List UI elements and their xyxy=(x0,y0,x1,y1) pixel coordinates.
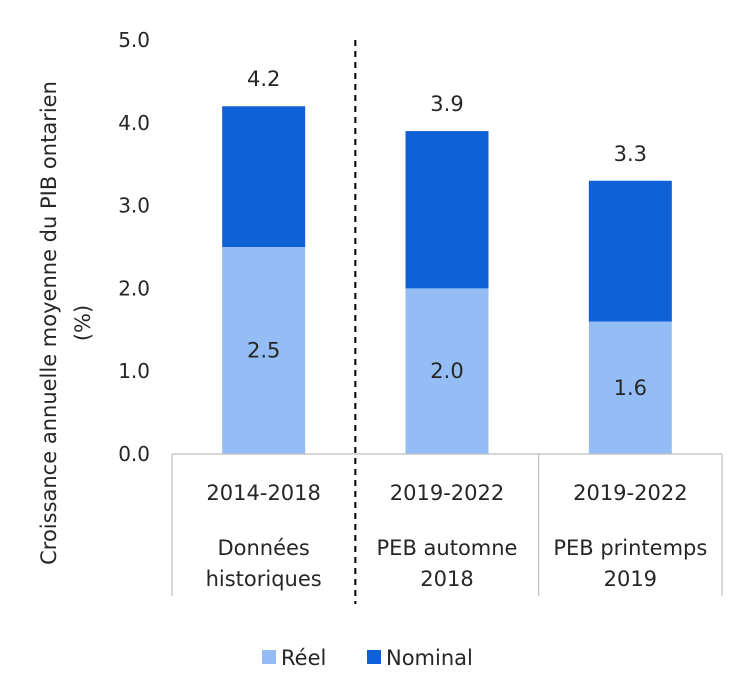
y-tick-label: 1.0 xyxy=(118,359,150,383)
category-period: 2014-2018 xyxy=(206,481,320,505)
data-label-nominal: 4.2 xyxy=(247,67,280,91)
bars xyxy=(222,106,672,454)
category-name-line2: 2018 xyxy=(420,567,473,591)
legend-label-nominal: Nominal xyxy=(386,646,473,670)
legend-swatch-reel xyxy=(262,650,276,664)
bar-nominal xyxy=(588,180,672,322)
y-axis-title-unit: (%) xyxy=(71,305,95,341)
data-label-nominal: 3.9 xyxy=(430,92,463,116)
y-tick-label: 3.0 xyxy=(118,194,150,218)
data-label-nominal: 3.3 xyxy=(614,142,647,166)
y-axis-title: Croissance annuelle moyenne du PIB ontar… xyxy=(37,81,61,565)
data-label-reel: 2.5 xyxy=(247,339,280,363)
bar-reel xyxy=(222,247,306,454)
category-labels: 2014-2018 Données historiques 2019-2022 PEB … xyxy=(206,481,708,591)
category-period: 2019-2022 xyxy=(390,481,504,505)
bar-reel xyxy=(405,288,489,454)
category-name: PEB automne xyxy=(377,536,518,560)
legend: Réel Nominal xyxy=(262,646,473,670)
legend-label-reel: Réel xyxy=(281,646,326,670)
y-axis-ticks: 0.0 1.0 2.0 3.0 4.0 5.0 xyxy=(118,28,150,466)
category-name: Données xyxy=(217,536,309,560)
y-tick-label: 0.0 xyxy=(118,442,150,466)
bar-nominal xyxy=(222,106,306,248)
bar-reel xyxy=(588,321,672,454)
data-label-reel: 1.6 xyxy=(614,376,647,400)
data-label-reel: 2.0 xyxy=(430,359,463,383)
category-name-line2: 2019 xyxy=(604,567,657,591)
y-tick-label: 4.0 xyxy=(118,111,150,135)
data-labels: 2.5 4.2 2.0 3.9 1.6 3.3 xyxy=(247,67,647,400)
category-period: 2019-2022 xyxy=(573,481,687,505)
legend-swatch-nominal xyxy=(367,650,381,664)
bar-nominal xyxy=(405,131,489,289)
category-name: PEB printemps xyxy=(553,536,707,560)
y-tick-label: 2.0 xyxy=(118,276,150,300)
y-tick-label: 5.0 xyxy=(118,28,150,52)
x-axis xyxy=(171,40,723,604)
category-name-line2: historiques xyxy=(206,567,322,591)
